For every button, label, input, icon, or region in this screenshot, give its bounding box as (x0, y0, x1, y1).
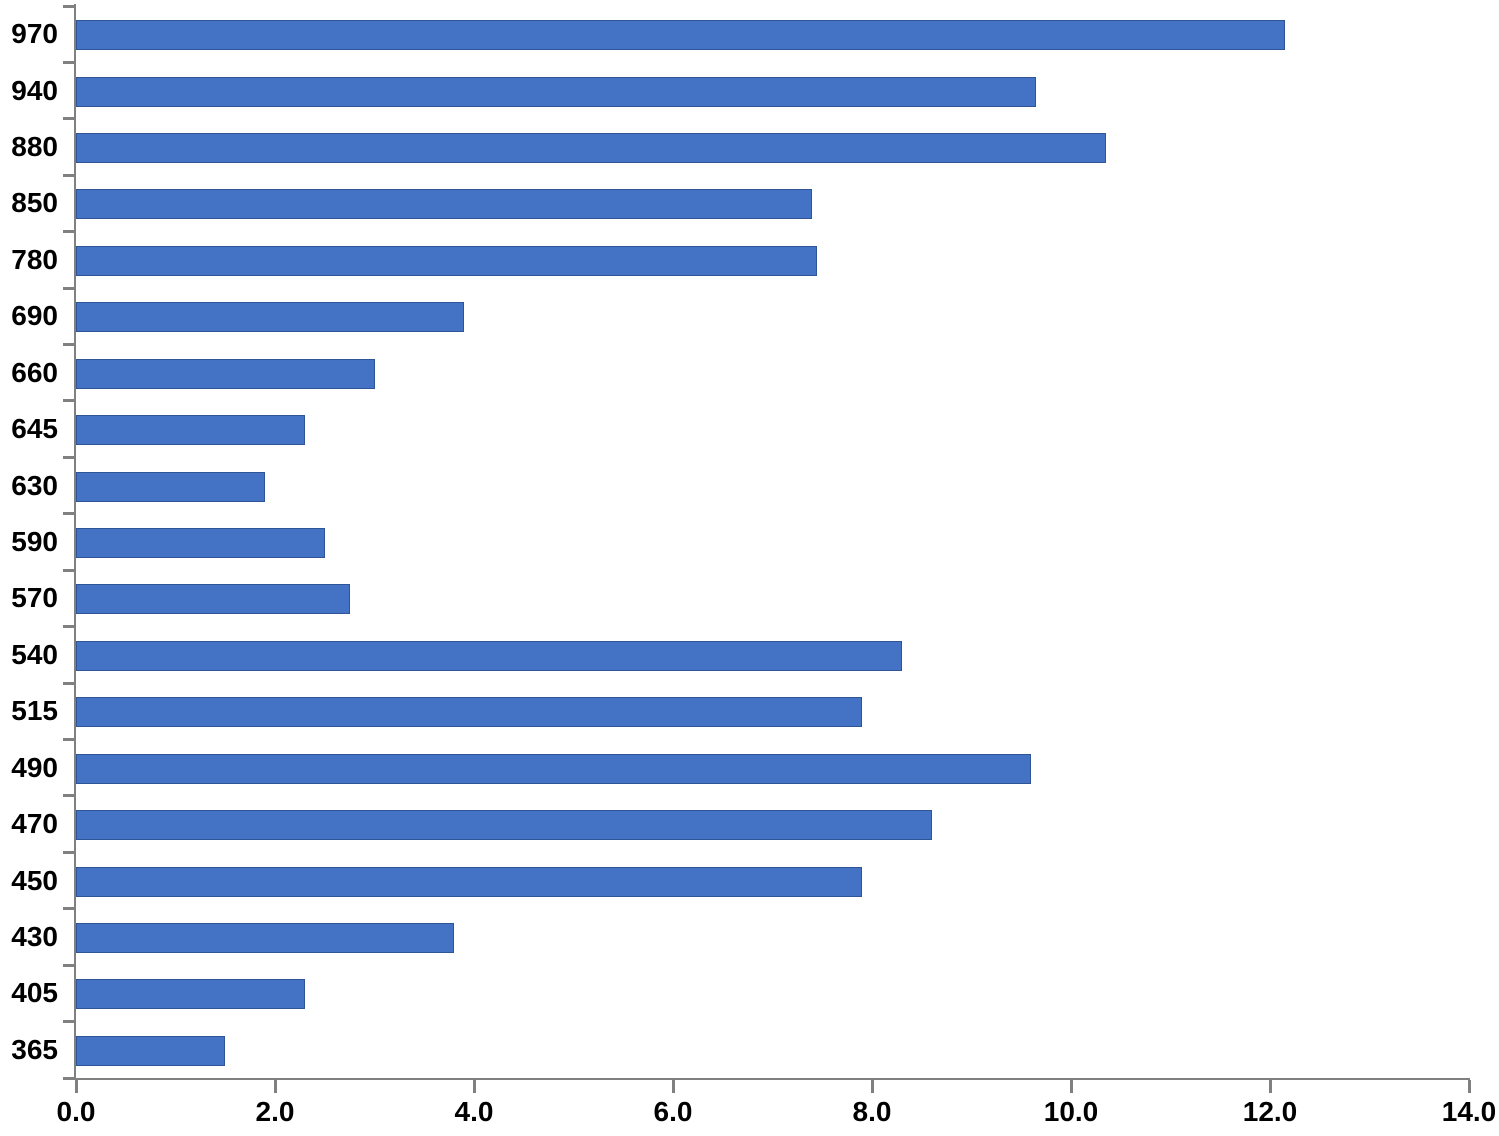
category-label: 880 (11, 131, 58, 163)
x-tick (671, 1080, 675, 1093)
bar-365 (76, 1035, 226, 1066)
y-tick (63, 286, 74, 290)
category-label: 405 (11, 977, 58, 1009)
category-label: 470 (11, 808, 58, 840)
y-tick (63, 399, 74, 403)
category-label: 450 (11, 864, 58, 896)
x-tick-label: 10.0 (1043, 1096, 1099, 1127)
y-tick (63, 117, 74, 121)
y-axis-line (74, 4, 76, 1080)
bar-660 (76, 358, 375, 389)
x-tick-label: 2.0 (255, 1096, 295, 1127)
bar-470 (76, 810, 932, 841)
category-label: 540 (11, 638, 58, 670)
x-tick-label: 8.0 (852, 1096, 892, 1127)
bar-645 (76, 415, 305, 446)
y-tick (63, 681, 74, 685)
category-label: 490 (11, 751, 58, 783)
x-tick (273, 1080, 277, 1093)
x-tick-label: 4.0 (454, 1096, 494, 1127)
category-label: 570 (11, 582, 58, 614)
bar-940 (76, 76, 1037, 107)
category-label: 515 (11, 695, 58, 727)
y-tick (63, 568, 74, 572)
bar-430 (76, 922, 455, 953)
category-label: 660 (11, 356, 58, 388)
bar-570 (76, 584, 350, 615)
category-label: 850 (11, 187, 58, 219)
y-tick (63, 173, 74, 177)
bar-630 (76, 471, 266, 502)
x-tick (1268, 1080, 1272, 1093)
bar-880 (76, 133, 1106, 164)
y-tick (63, 625, 74, 629)
y-tick (63, 512, 74, 516)
category-label: 365 (11, 1033, 58, 1065)
y-tick (63, 230, 74, 234)
category-label: 940 (11, 74, 58, 106)
category-label: 690 (11, 300, 58, 332)
category-label: 970 (11, 18, 58, 50)
bar-690 (76, 302, 465, 333)
y-tick (63, 737, 74, 741)
bar-970 (76, 20, 1285, 51)
x-tick (870, 1080, 874, 1093)
x-tick (472, 1080, 476, 1093)
category-label: 645 (11, 413, 58, 445)
x-axis-line (64, 1078, 1470, 1080)
x-tick (1467, 1080, 1471, 1093)
category-label: 630 (11, 469, 58, 501)
bar-540 (76, 640, 902, 671)
bar-405 (76, 979, 305, 1010)
x-tick-label: 6.0 (653, 1096, 693, 1127)
x-tick-label: 12.0 (1242, 1096, 1298, 1127)
bar-780 (76, 245, 818, 276)
y-tick (63, 1076, 74, 1080)
y-tick (63, 343, 74, 347)
y-tick (63, 60, 74, 64)
y-tick (63, 850, 74, 854)
y-tick (63, 794, 74, 798)
x-tick (74, 1080, 78, 1093)
y-tick (63, 455, 74, 459)
y-tick (63, 907, 74, 911)
category-label: 590 (11, 526, 58, 557)
y-tick (63, 963, 74, 967)
y-tick (63, 1020, 74, 1024)
bar-515 (76, 697, 863, 728)
category-label: 430 (11, 920, 58, 952)
x-tick-label: 14.0 (1441, 1096, 1497, 1127)
y-tick (63, 4, 74, 8)
bar-450 (76, 866, 863, 897)
bar-490 (76, 753, 1032, 784)
category-label: 780 (11, 243, 58, 275)
x-tick-label: 0.0 (56, 1096, 96, 1127)
bar-590 (76, 528, 325, 558)
bar-850 (76, 189, 813, 220)
x-tick (1069, 1080, 1073, 1093)
